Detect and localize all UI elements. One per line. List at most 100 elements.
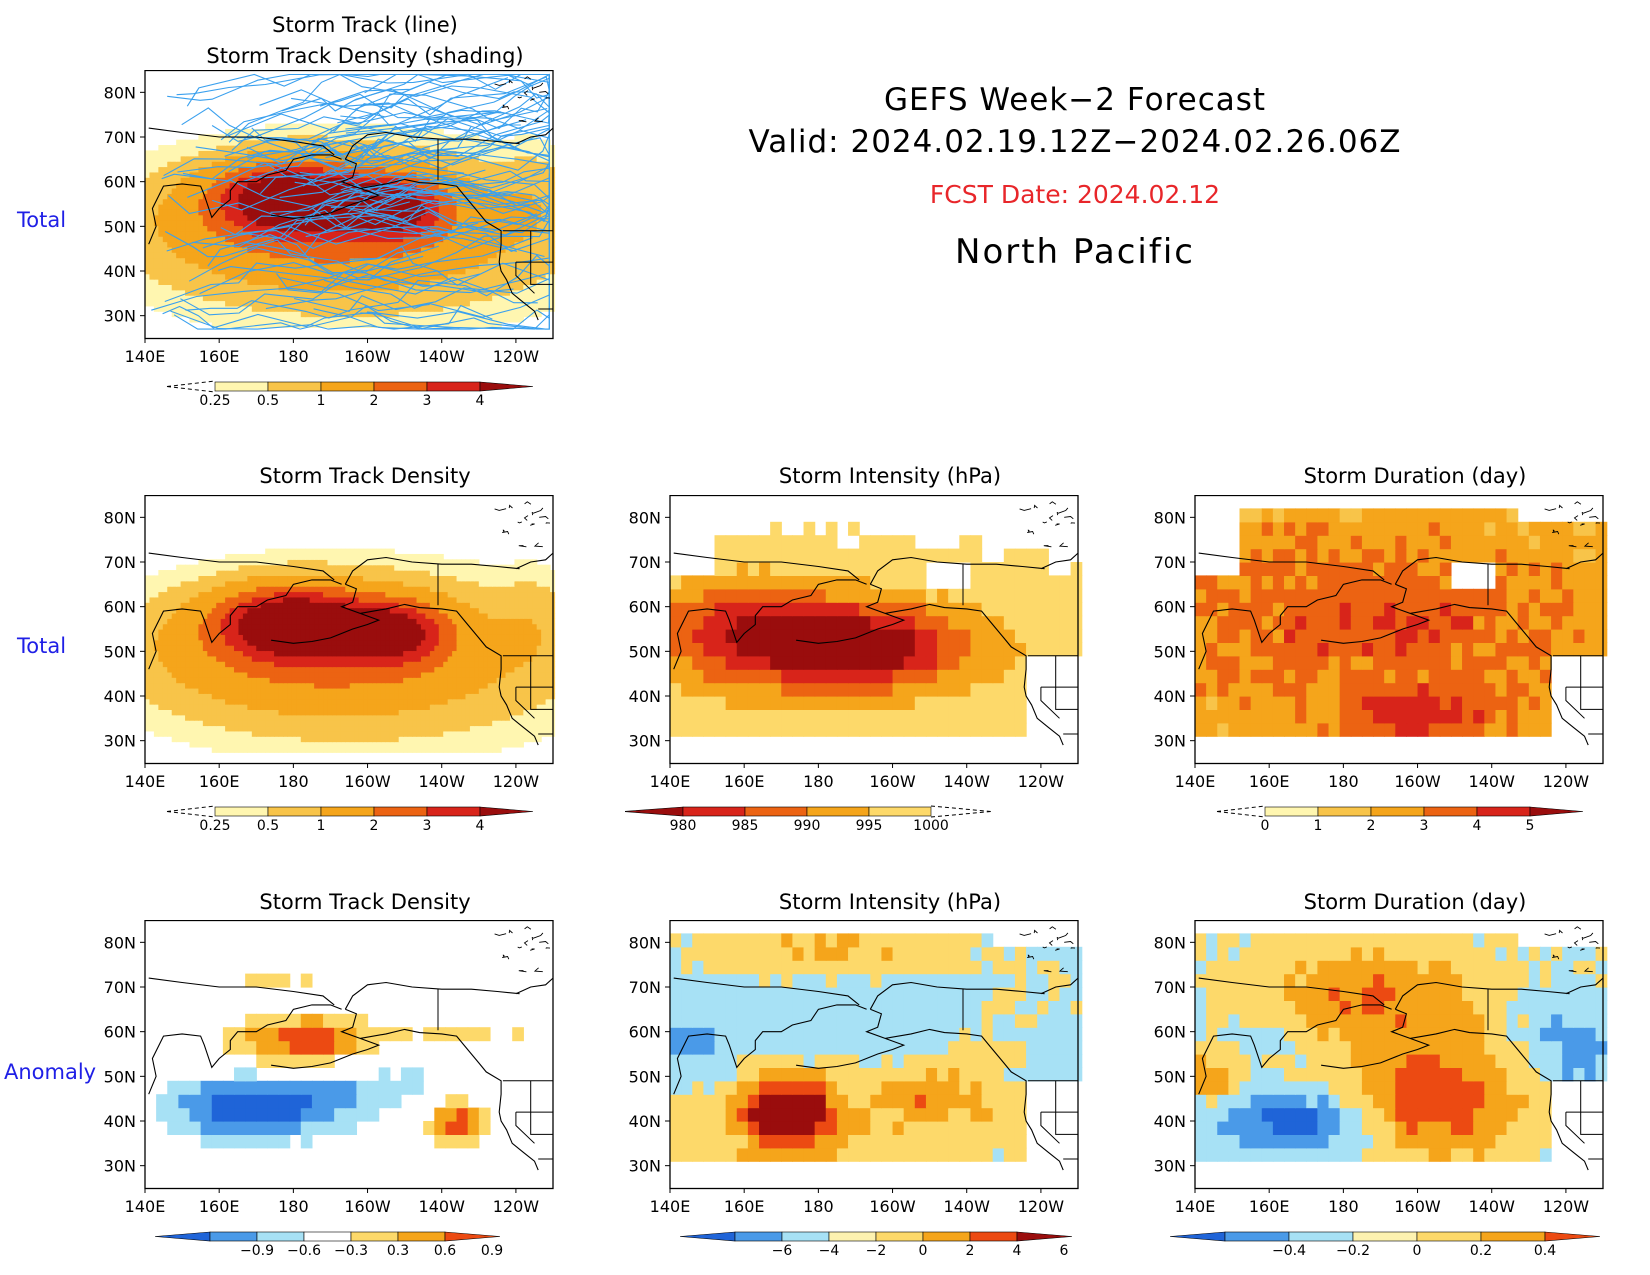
shading-cell bbox=[225, 145, 231, 151]
shading-cell bbox=[398, 671, 404, 678]
shading-cell bbox=[487, 262, 493, 269]
shading-cell bbox=[354, 214, 360, 221]
shading-cell bbox=[452, 746, 458, 753]
shading-cell bbox=[465, 295, 471, 302]
shading-cell bbox=[420, 321, 427, 328]
shading-cell bbox=[291, 655, 297, 662]
shading-cell bbox=[225, 268, 231, 275]
shading-cell bbox=[389, 666, 395, 673]
shading-cell bbox=[167, 150, 173, 157]
shading-cell bbox=[403, 311, 409, 318]
shading-cell bbox=[372, 698, 378, 705]
shading-cell bbox=[380, 177, 386, 184]
storm-track-line bbox=[287, 177, 550, 234]
shading-cell bbox=[420, 139, 427, 146]
shading-cell bbox=[282, 182, 289, 189]
shading-cell bbox=[296, 268, 302, 275]
shading-cell bbox=[416, 730, 422, 737]
shading-cell bbox=[403, 166, 409, 173]
shading-cell bbox=[403, 671, 409, 678]
shading-cell bbox=[323, 209, 329, 216]
shading-cell bbox=[523, 166, 529, 173]
shading-cell bbox=[487, 155, 493, 162]
colorbar-label: 0.5 bbox=[257, 393, 279, 409]
shading-cell bbox=[331, 225, 337, 232]
shading-cell bbox=[456, 246, 462, 253]
shading-cell bbox=[211, 246, 217, 253]
colorbar-swatch bbox=[426, 381, 481, 392]
shading-cell bbox=[323, 714, 329, 721]
shading-cell bbox=[318, 139, 324, 146]
shading-cell bbox=[260, 671, 266, 678]
shading-cell bbox=[229, 252, 235, 259]
shading-cell bbox=[202, 666, 208, 673]
shading-cell bbox=[541, 709, 547, 716]
shading-cell bbox=[438, 220, 444, 227]
shading-cell bbox=[296, 198, 302, 205]
shading-cell bbox=[216, 246, 222, 253]
shading-cell bbox=[443, 145, 449, 151]
shading-cell bbox=[287, 725, 293, 732]
shading-cell bbox=[420, 311, 427, 318]
shading-cell bbox=[398, 666, 404, 673]
shading-cell bbox=[291, 246, 297, 253]
shading-cell bbox=[291, 709, 297, 716]
shading-cell bbox=[425, 725, 431, 732]
shading-cell bbox=[496, 671, 502, 678]
shading-cell bbox=[207, 225, 213, 232]
shading-cell bbox=[234, 204, 240, 210]
shading-cell bbox=[545, 289, 551, 296]
shading-cell bbox=[536, 295, 542, 302]
shading-cell bbox=[523, 193, 529, 200]
shading-cell bbox=[398, 230, 404, 237]
shading-cell bbox=[153, 182, 159, 189]
shading-cell bbox=[274, 220, 280, 227]
shading-cell bbox=[465, 166, 471, 173]
shading-cell bbox=[425, 161, 431, 168]
shading-cell bbox=[545, 257, 551, 264]
shading-cell bbox=[216, 714, 222, 721]
shading-cell bbox=[376, 693, 382, 700]
shading-cell bbox=[305, 746, 311, 753]
shading-cell bbox=[389, 704, 395, 710]
shading-cell bbox=[518, 671, 524, 678]
shading-cell bbox=[376, 736, 382, 743]
shading-cell bbox=[487, 311, 493, 318]
shading-cell bbox=[403, 145, 409, 151]
shading-cell bbox=[416, 161, 422, 168]
shading-cell bbox=[363, 268, 369, 275]
shading-cell bbox=[225, 698, 231, 705]
shading-cell bbox=[478, 166, 484, 173]
shading-cell bbox=[496, 300, 502, 307]
shading-cell bbox=[158, 677, 164, 684]
shading-cell bbox=[389, 128, 395, 135]
shading-cell bbox=[523, 150, 529, 157]
shading-cell bbox=[403, 295, 409, 302]
shading-cell bbox=[349, 720, 355, 727]
shading-cell bbox=[162, 268, 168, 275]
shading-cell bbox=[465, 682, 471, 689]
shading-cell bbox=[216, 746, 222, 753]
shading-cell bbox=[478, 187, 484, 194]
shading-cell bbox=[412, 704, 418, 710]
shading-cell bbox=[514, 666, 520, 673]
shading-cell bbox=[532, 661, 538, 668]
shading-cell bbox=[314, 693, 320, 700]
shading-cell bbox=[193, 214, 200, 221]
shading-cell bbox=[380, 257, 386, 264]
shading-cell bbox=[305, 161, 311, 168]
shading-cell bbox=[300, 704, 306, 710]
shading-cell bbox=[198, 300, 204, 307]
shading-cell bbox=[260, 284, 266, 291]
shading-cell bbox=[318, 698, 324, 705]
shading-cell bbox=[376, 321, 382, 328]
shading-cell bbox=[282, 730, 289, 737]
shading-cell bbox=[420, 746, 427, 753]
shading-cell bbox=[496, 693, 502, 700]
shading-cell bbox=[251, 295, 257, 302]
shading-cell bbox=[149, 655, 155, 662]
shading-cell bbox=[336, 145, 342, 151]
shading-cell bbox=[358, 214, 364, 221]
shading-cell bbox=[198, 193, 204, 200]
shading-cell bbox=[193, 289, 200, 296]
